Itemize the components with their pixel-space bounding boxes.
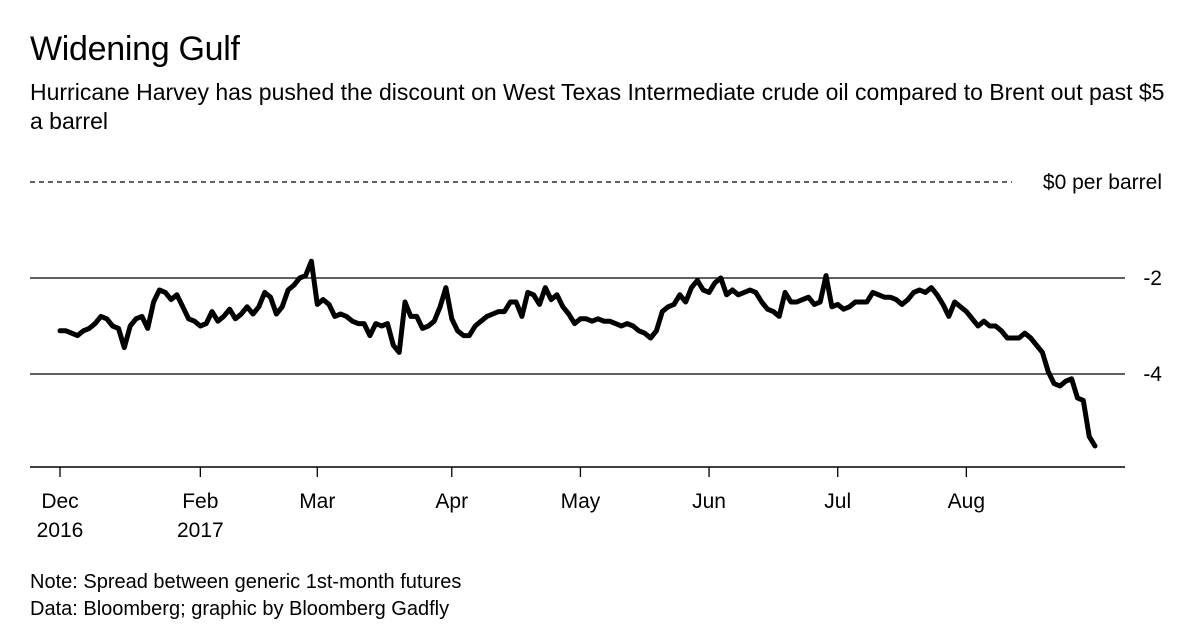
chart-subtitle: Hurricane Harvey has pushed the discount… — [30, 79, 1165, 134]
series-layer — [57, 258, 1098, 449]
y-tick-label: -2 — [1143, 267, 1162, 290]
x-tick-label: Dec — [41, 490, 78, 513]
series-line — [57, 258, 1098, 449]
x-tick-label: Aug — [948, 490, 985, 513]
x-tick-label: Mar — [299, 490, 335, 513]
y-tick-label: $0 per barrel — [1043, 171, 1162, 194]
gridlines — [30, 181, 1125, 375]
x-tick-label: May — [561, 490, 601, 513]
x-tick-year-label: 2016 — [37, 519, 84, 542]
x-tick-year-label: 2017 — [177, 519, 224, 542]
footnotes: Note: Spread between generic 1st-month f… — [30, 569, 461, 623]
note-text: Note: Spread between generic 1st-month f… — [30, 571, 462, 593]
chart-title: Widening Gulf — [30, 30, 240, 68]
x-tick-label: Feb — [182, 490, 218, 513]
y-tick-label: -4 — [1143, 363, 1162, 386]
y-axis-labels: $0 per barrel -2 -4 — [1043, 171, 1162, 386]
source-text: Data: Bloomberg; graphic by Bloomberg Ga… — [30, 598, 450, 620]
x-tick-label: Apr — [435, 490, 468, 513]
x-axis: Dec 2016 Feb 2017 Mar Apr May Jun Jul Aug — [30, 466, 1125, 542]
x-tick-label: Jul — [824, 490, 851, 513]
x-tick-label: Jun — [692, 490, 726, 513]
